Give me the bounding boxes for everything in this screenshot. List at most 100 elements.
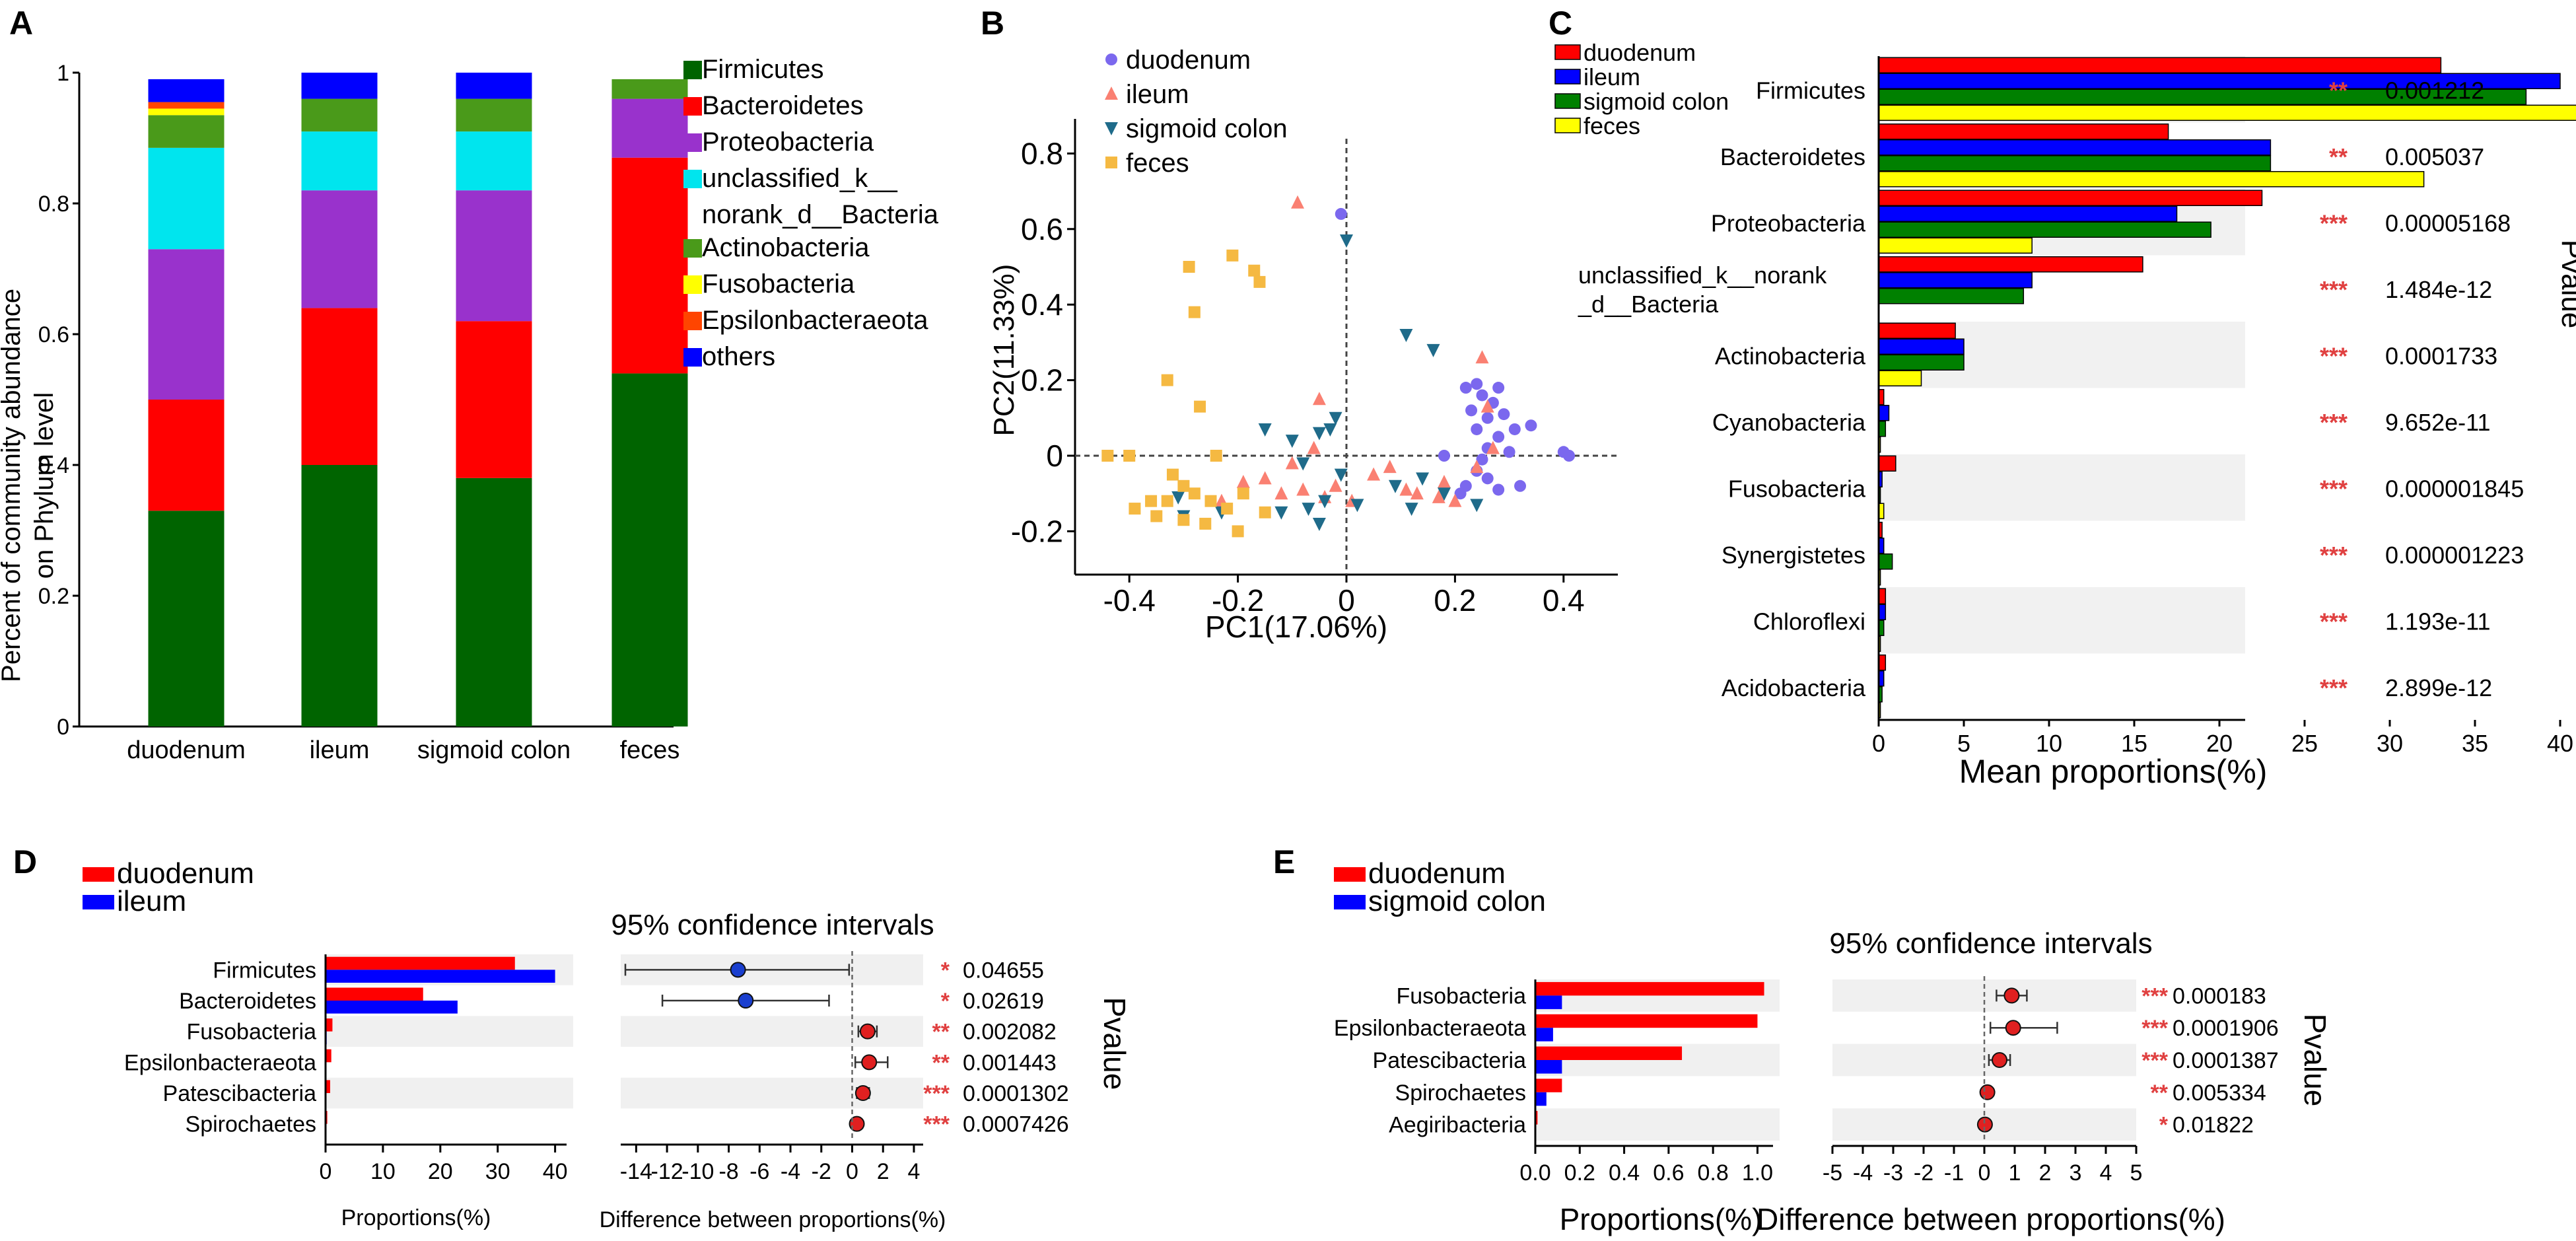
panel-c-pvalue: 0.005037 bbox=[2385, 143, 2484, 170]
panelE-bar-xtick-label: 1.0 bbox=[1742, 1160, 1773, 1186]
panel-b-ytick-label: 0 bbox=[1046, 439, 1063, 473]
panel-c-legend-label: sigmoid colon bbox=[1584, 88, 1729, 115]
panelD-bar-a bbox=[326, 1080, 330, 1093]
panel-a-bar-segment bbox=[148, 147, 225, 250]
panel-c-bar bbox=[1878, 455, 1897, 472]
panelE-ci-point bbox=[2003, 987, 2020, 1004]
panel-a-legend-swatch bbox=[683, 312, 702, 330]
panel-b-point bbox=[1480, 399, 1494, 413]
panel-a-bar-segment bbox=[611, 373, 688, 727]
panel-b-point bbox=[1274, 506, 1288, 520]
panel-a-bar-segment bbox=[148, 115, 225, 148]
panel-b-point bbox=[1210, 450, 1222, 462]
panelD-row-label: Firmicutes bbox=[213, 958, 316, 983]
panel-b-legend-label: sigmoid colon bbox=[1126, 114, 1288, 143]
panel-a-category-label: sigmoid colon bbox=[417, 736, 571, 764]
panel-a-bar-segment bbox=[456, 73, 532, 99]
panel-a-legend-label: Actinobacteria bbox=[702, 233, 870, 262]
panel-b-point bbox=[1177, 514, 1190, 526]
panelD-ci-xtick-label: -10 bbox=[681, 1159, 714, 1184]
panel-b-legend-marker bbox=[1105, 157, 1117, 168]
panel-b-point bbox=[1335, 207, 1347, 220]
panelD-ci-xtick-label: -8 bbox=[718, 1159, 738, 1184]
panel-d-chart: Firmicutes * 0.04655 Bacteroidetes * 0.02619 F… bbox=[83, 857, 1069, 1184]
panel-b-point bbox=[1405, 503, 1418, 516]
panelD-ci-xtick-label: -14 bbox=[620, 1159, 652, 1184]
panelE-bar-xtick-label: 0.8 bbox=[1698, 1160, 1729, 1186]
panel-b-point bbox=[1171, 491, 1185, 505]
panelD-bar-xtick-label: 0 bbox=[320, 1159, 332, 1184]
panelE-bar-xtick-label: 0.6 bbox=[1653, 1160, 1684, 1186]
panelE-bar-b bbox=[1535, 1060, 1562, 1074]
panel-b-legend-label: ileum bbox=[1126, 80, 1189, 109]
panel-c-bar bbox=[1878, 256, 2143, 273]
panel-a-ylabel-2: on Phylum level bbox=[30, 392, 59, 579]
panel-c-bar bbox=[1878, 139, 2272, 156]
panel-b-point bbox=[1459, 479, 1472, 492]
panelD-ci-row-band bbox=[621, 1016, 923, 1047]
panelE-bar-b bbox=[1535, 1092, 1547, 1106]
panel-c-bar bbox=[1878, 553, 1893, 570]
panel-b-point bbox=[1481, 472, 1494, 485]
panelE-ci-xtick-label: 5 bbox=[2130, 1160, 2143, 1186]
panel-b-point bbox=[1323, 423, 1337, 437]
panel-c-bar bbox=[1878, 155, 2272, 172]
panelD-ci-point bbox=[861, 1054, 878, 1071]
panel-b-point bbox=[1437, 487, 1451, 501]
panelD-pvalue: 0.0007426 bbox=[963, 1112, 1069, 1137]
panel-b-ytick-label: 0.4 bbox=[1021, 287, 1063, 322]
panelE-ci-point bbox=[1976, 1116, 1993, 1133]
panel-c-bar bbox=[1878, 171, 2425, 188]
panel-c-bar bbox=[1878, 57, 2442, 73]
panel-b-ytick-label: 0.8 bbox=[1021, 136, 1063, 170]
panel-a-bar-segment bbox=[456, 190, 532, 322]
panel-c-bar bbox=[1878, 354, 1965, 371]
panel-a-ytick-label: 0.8 bbox=[38, 192, 69, 217]
panel-a-legend-swatch bbox=[683, 239, 702, 258]
panel-b-point bbox=[1498, 408, 1510, 421]
panel-c-pvalue: 1.193e-11 bbox=[2385, 608, 2490, 635]
panel-c-legend-label: ileum bbox=[1584, 63, 1640, 90]
panel-b-point bbox=[1199, 517, 1212, 530]
panelE-bar-a bbox=[1535, 1014, 1758, 1028]
panel-c-bar bbox=[1878, 405, 1890, 421]
panelE-bar-a bbox=[1535, 981, 1764, 996]
panel-b-point bbox=[1312, 427, 1326, 441]
panel-c-pvalue: 2.899e-12 bbox=[2385, 674, 2492, 701]
panel-b-point bbox=[1476, 453, 1488, 466]
panel-b-point bbox=[1563, 450, 1576, 462]
panelE-bar-a bbox=[1535, 1046, 1683, 1060]
panel-c-pvalue: 9.652e-11 bbox=[2385, 409, 2490, 436]
panel-b-point bbox=[1188, 306, 1201, 318]
panel-b-point bbox=[1166, 468, 1179, 481]
panelD-significance-stars: ** bbox=[932, 1050, 950, 1075]
panel-b-point bbox=[1334, 468, 1348, 482]
panelD-ci-xtick-label: 0 bbox=[846, 1159, 858, 1184]
panel-b-xtick-label: 0.2 bbox=[1434, 583, 1476, 618]
panel-a-legend-label: norank_d__Bacteria bbox=[702, 200, 939, 229]
panel-c-category-label: Cyanobacteria bbox=[1712, 409, 1866, 436]
panel-b-point bbox=[1399, 482, 1413, 496]
panel-b-point bbox=[1183, 261, 1195, 273]
panel-a-ytick-label: 0.4 bbox=[38, 453, 69, 478]
panelE-bar-xtick-label: 0.2 bbox=[1564, 1160, 1595, 1186]
panel-c-bar bbox=[1878, 288, 2025, 304]
panel-b-point bbox=[1438, 450, 1450, 462]
panel-c-bar bbox=[1878, 322, 1956, 339]
panelE-ci-point bbox=[1992, 1052, 2007, 1068]
panelE-legend-label: sigmoid colon bbox=[1368, 885, 1546, 917]
panel-c-category-label: Fusobacteria bbox=[1728, 475, 1866, 502]
panel-a-bar-segment bbox=[148, 249, 225, 400]
panel-c-xtick-label: 40 bbox=[2547, 730, 2573, 757]
panel-a-legend-label: Fusobacteria bbox=[702, 269, 855, 299]
panel-c-significance-stars: *** bbox=[2320, 542, 2348, 569]
panelE-legend-label: duodenum bbox=[1368, 857, 1506, 890]
panel-c-label: C bbox=[1549, 5, 1572, 42]
panel-b-point bbox=[1492, 431, 1505, 443]
panel-c-bar bbox=[1878, 604, 1887, 620]
panel-a-ytick-label: 0 bbox=[57, 715, 69, 740]
panelD-significance-stars: * bbox=[941, 989, 950, 1014]
panelD-pvalue: 0.02619 bbox=[963, 989, 1044, 1014]
panel-b-point bbox=[1232, 525, 1244, 538]
panelD-pvalue: 0.002082 bbox=[963, 1020, 1057, 1045]
